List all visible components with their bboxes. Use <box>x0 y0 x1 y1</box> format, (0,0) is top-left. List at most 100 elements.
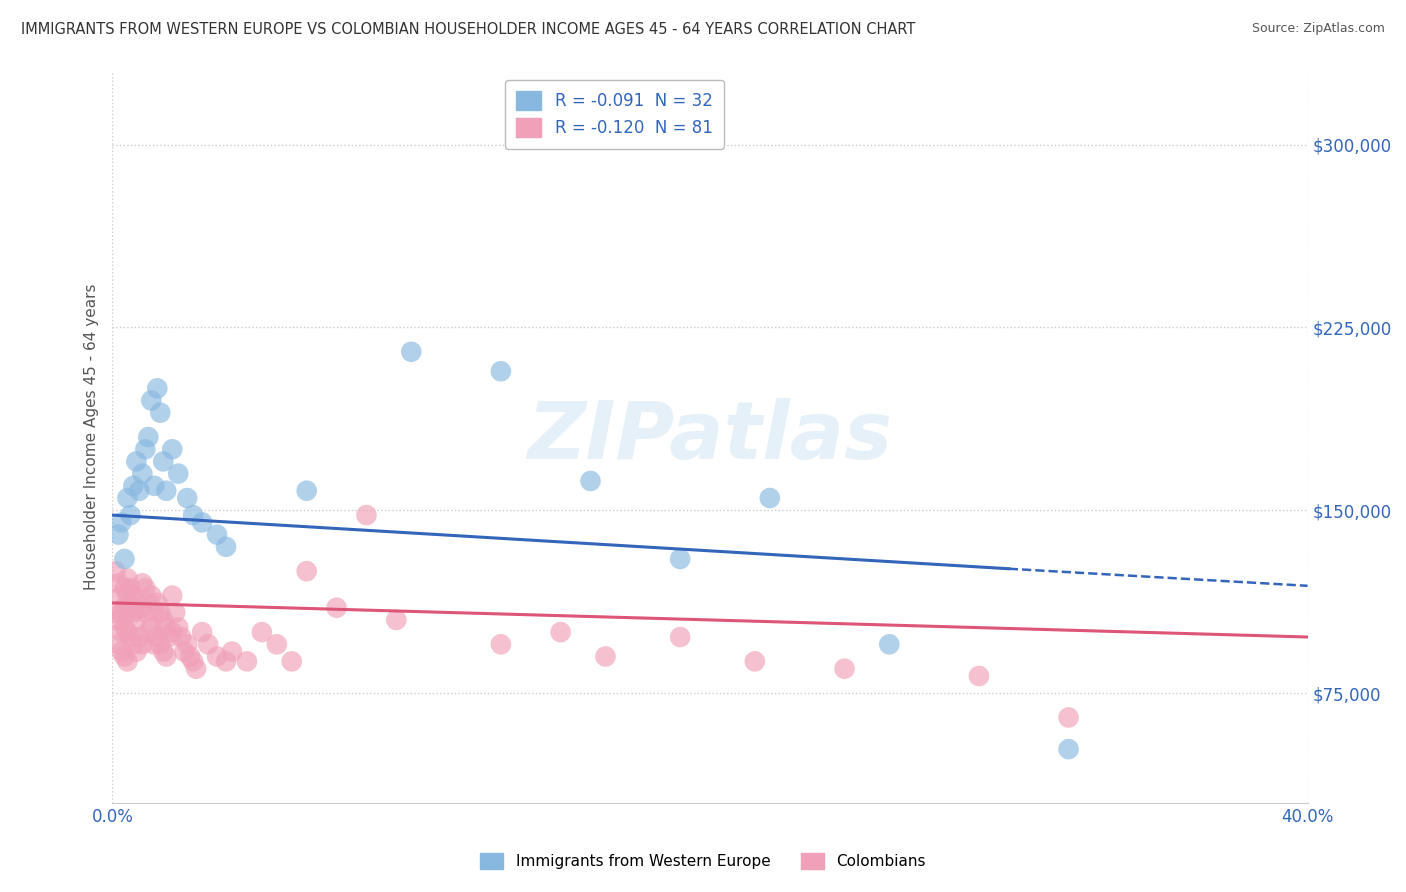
Text: Source: ZipAtlas.com: Source: ZipAtlas.com <box>1251 22 1385 36</box>
Point <box>134 442 156 457</box>
Point <box>173 645 195 659</box>
Point <box>120 600 142 615</box>
Point <box>579 474 602 488</box>
Point <box>104 606 127 620</box>
Point <box>186 662 208 676</box>
Point <box>215 540 238 554</box>
Point <box>167 467 190 481</box>
Point <box>162 625 183 640</box>
Point <box>104 564 127 578</box>
Point <box>146 381 169 395</box>
Point <box>1057 710 1080 724</box>
Point <box>155 483 177 498</box>
Point <box>131 467 153 481</box>
Point <box>117 654 139 668</box>
Point <box>155 620 177 634</box>
Point <box>325 600 347 615</box>
Point <box>179 649 201 664</box>
Point <box>138 625 160 640</box>
Point <box>152 454 174 468</box>
Point <box>834 662 856 676</box>
Point <box>128 483 150 498</box>
Point <box>107 613 129 627</box>
Point <box>236 654 259 668</box>
Point <box>110 516 132 530</box>
Point <box>125 596 148 610</box>
Point <box>149 606 172 620</box>
Point <box>134 606 156 620</box>
Point <box>669 630 692 644</box>
Point <box>110 645 132 659</box>
Point <box>489 637 512 651</box>
Point <box>149 406 172 420</box>
Point <box>149 637 172 651</box>
Point <box>356 508 378 522</box>
Text: ZIPatlas: ZIPatlas <box>527 398 893 476</box>
Y-axis label: Householder Income Ages 45 - 64 years: Householder Income Ages 45 - 64 years <box>83 284 98 591</box>
Point <box>107 637 129 651</box>
Point <box>152 645 174 659</box>
Point <box>114 600 135 615</box>
Point <box>120 630 142 644</box>
Point <box>117 491 139 505</box>
Point <box>143 606 166 620</box>
Point <box>176 491 198 505</box>
Point <box>141 589 163 603</box>
Point <box>152 613 174 627</box>
Point <box>122 606 145 620</box>
Point <box>122 589 145 603</box>
Point <box>250 625 273 640</box>
Point <box>141 393 163 408</box>
Point <box>120 508 142 522</box>
Point <box>131 600 153 615</box>
Point <box>141 620 163 634</box>
Point <box>110 589 132 603</box>
Point <box>759 491 782 505</box>
Point <box>125 645 148 659</box>
Point <box>128 630 150 644</box>
Point <box>117 572 139 586</box>
Point <box>162 589 183 603</box>
Point <box>205 649 228 664</box>
Point <box>117 589 139 603</box>
Point <box>401 344 423 359</box>
Point <box>120 581 142 595</box>
Point <box>221 645 243 659</box>
Point <box>114 552 135 566</box>
Point <box>131 637 153 651</box>
Point <box>181 508 204 522</box>
Point <box>114 581 135 595</box>
Point <box>181 654 204 668</box>
Point <box>744 654 766 668</box>
Point <box>117 625 139 640</box>
Point <box>107 527 129 541</box>
Point <box>295 483 318 498</box>
Point <box>134 581 156 595</box>
Point <box>146 596 169 610</box>
Point <box>122 479 145 493</box>
Point <box>595 649 617 664</box>
Point <box>131 576 153 591</box>
Point <box>125 454 148 468</box>
Point <box>122 637 145 651</box>
Point <box>550 625 572 640</box>
Point <box>146 630 169 644</box>
Point <box>162 442 183 457</box>
Point <box>967 669 990 683</box>
Point <box>125 613 148 627</box>
Legend: Immigrants from Western Europe, Colombians: Immigrants from Western Europe, Colombia… <box>474 847 932 875</box>
Point <box>266 637 288 651</box>
Point <box>669 552 692 566</box>
Point <box>1057 742 1080 756</box>
Point <box>114 620 135 634</box>
Point <box>138 430 160 444</box>
Legend: R = -0.091  N = 32, R = -0.120  N = 81: R = -0.091 N = 32, R = -0.120 N = 81 <box>505 79 724 149</box>
Point <box>191 625 214 640</box>
Point <box>107 576 129 591</box>
Point <box>155 649 177 664</box>
Point <box>165 606 187 620</box>
Point <box>114 649 135 664</box>
Point <box>879 637 901 651</box>
Point <box>157 630 180 644</box>
Point <box>205 527 228 541</box>
